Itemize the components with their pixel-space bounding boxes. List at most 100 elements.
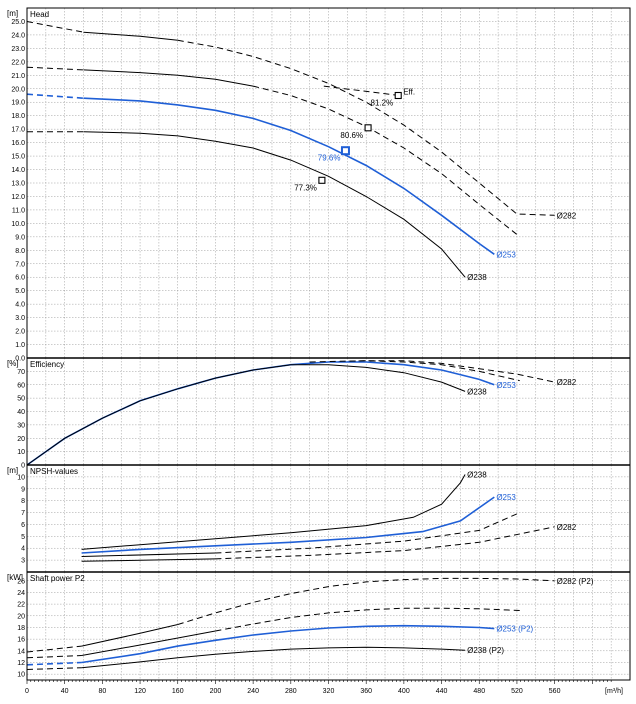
series-line-2-main	[81, 552, 216, 557]
series-line-2-main	[83, 131, 466, 278]
series-label: Ø238	[467, 273, 487, 282]
y-tick-label: 30	[17, 422, 25, 429]
y-tick-label: 60	[17, 382, 25, 389]
panel-title: Head	[30, 10, 49, 19]
series-label: Ø282	[557, 211, 577, 220]
y-tick-label: 6	[21, 522, 25, 529]
x-tick-label: 360	[360, 688, 372, 695]
series-line-0-main	[83, 31, 178, 41]
series-label: Ø253	[496, 250, 516, 259]
y-tick-label: 3.0	[15, 315, 25, 322]
panel-3: 10 12 14 16 18 20 22 24 26[kW] Shaft power P2 Ø282…	[7, 572, 630, 680]
x-tick-label: 400	[398, 688, 410, 695]
y-tick-label: 8	[21, 498, 25, 505]
panel-title: NPSH-values	[30, 467, 78, 476]
efficiency-label: 77.3%	[294, 183, 317, 192]
y-unit-label: [m]	[7, 9, 18, 18]
y-tick-label: 9.0	[15, 234, 25, 241]
series-label: Ø238 (P2)	[467, 646, 504, 655]
series-line-3-tail	[252, 85, 521, 238]
y-tick-label: 3	[21, 558, 25, 565]
y-tick-label: 14	[17, 648, 25, 655]
series-line-3-tail	[215, 526, 555, 560]
eff-label: Eff.	[403, 88, 415, 97]
series-line-1-start	[26, 661, 82, 666]
y-tick-label: 10	[17, 672, 25, 679]
y-tick-label: 13.0	[11, 181, 25, 188]
y-tick-label: 18	[17, 625, 25, 632]
series-line-0-tail	[177, 39, 555, 216]
x-tick-label: 160	[172, 688, 184, 695]
y-tick-label: 24	[17, 590, 25, 597]
x-tick-label: 40	[61, 688, 69, 695]
panel-title: Efficiency	[30, 360, 64, 369]
series-line-0-main	[81, 474, 466, 550]
y-tick-label: 40	[17, 409, 25, 416]
y-tick-label: 7.0	[15, 261, 25, 268]
series-label: Ø282 (P2)	[557, 577, 594, 586]
series-line-3-tail	[309, 360, 520, 382]
panel-title: Shaft power P2	[30, 574, 85, 583]
y-tick-label: 5	[21, 534, 25, 541]
y-tick-label: 14.0	[11, 167, 25, 174]
series-line-1-start	[26, 93, 84, 99]
y-tick-label: 9	[21, 486, 25, 493]
y-tick-label: 15.0	[11, 154, 25, 161]
y-tick-label: 22	[17, 602, 25, 609]
x-tick-label: 80	[98, 688, 106, 695]
y-tick-label: 24.0	[11, 32, 25, 39]
efficiency-marker	[364, 124, 372, 132]
series-line-2-start	[26, 667, 82, 670]
x-tick-label: 200	[210, 688, 222, 695]
series-line-2-main	[81, 646, 466, 669]
efficiency-marker	[394, 91, 402, 100]
y-tick-label: 7	[21, 510, 25, 517]
series-line-2-tail	[215, 512, 521, 554]
series-line-3-main	[83, 69, 254, 87]
y-tick-label: 18.0	[11, 113, 25, 120]
x-tick-label: 440	[436, 688, 448, 695]
series-line-0-start	[26, 645, 82, 653]
x-tick-label: 0	[25, 688, 29, 695]
y-tick-label: 6.0	[15, 275, 25, 282]
series-line-1-main	[81, 496, 495, 554]
series-line-3-start	[26, 66, 84, 71]
y-tick-label: 12.0	[11, 194, 25, 201]
series-line-1-main	[83, 97, 495, 255]
y-tick-label: 1.0	[15, 342, 25, 349]
series-line-3-tail	[215, 607, 520, 632]
y-tick-label: 12	[17, 660, 25, 667]
y-tick-label: 11.0	[12, 207, 25, 214]
series-line-0-start	[26, 21, 84, 33]
y-tick-label: 10	[17, 449, 25, 456]
efficiency-marker	[318, 176, 326, 184]
series-label: Ø238	[467, 387, 487, 396]
y-tick-label: 20	[17, 613, 25, 620]
y-tick-label: 8.0	[15, 248, 25, 255]
series-label: Ø253	[496, 381, 516, 390]
y-unit-label: [kW]	[7, 573, 23, 582]
series-label: Ø282	[557, 523, 577, 532]
x-tick-label: 280	[285, 688, 297, 695]
series-line-1-main	[81, 624, 495, 664]
x-tick-label: 560	[549, 688, 561, 695]
series-label: Ø238	[467, 471, 487, 480]
y-unit-label: [%]	[7, 359, 19, 368]
y-tick-label: 16	[17, 637, 25, 644]
efficiency-label: 80.6%	[340, 131, 363, 140]
y-tick-label: 70	[17, 369, 25, 376]
y-tick-label: 21.0	[11, 73, 25, 80]
series-line-0-tail	[177, 577, 555, 625]
series-line-3-main	[81, 558, 216, 562]
panel-1: 0 10 20 30 40 50 60 70[%] Efficiency Ø282 Ø253 Ø238	[7, 358, 630, 470]
y-tick-label: 19.0	[11, 100, 25, 107]
series-line-0-tail	[328, 360, 555, 383]
series-line-3-main	[81, 630, 216, 656]
x-tick-label: 520	[511, 688, 523, 695]
y-tick-label: 4	[21, 546, 25, 553]
y-tick-label: 16.0	[11, 140, 25, 147]
series-line-2-main	[26, 364, 466, 466]
y-tick-label: 10.0	[11, 221, 25, 228]
y-tick-label: 25.0	[11, 19, 25, 26]
